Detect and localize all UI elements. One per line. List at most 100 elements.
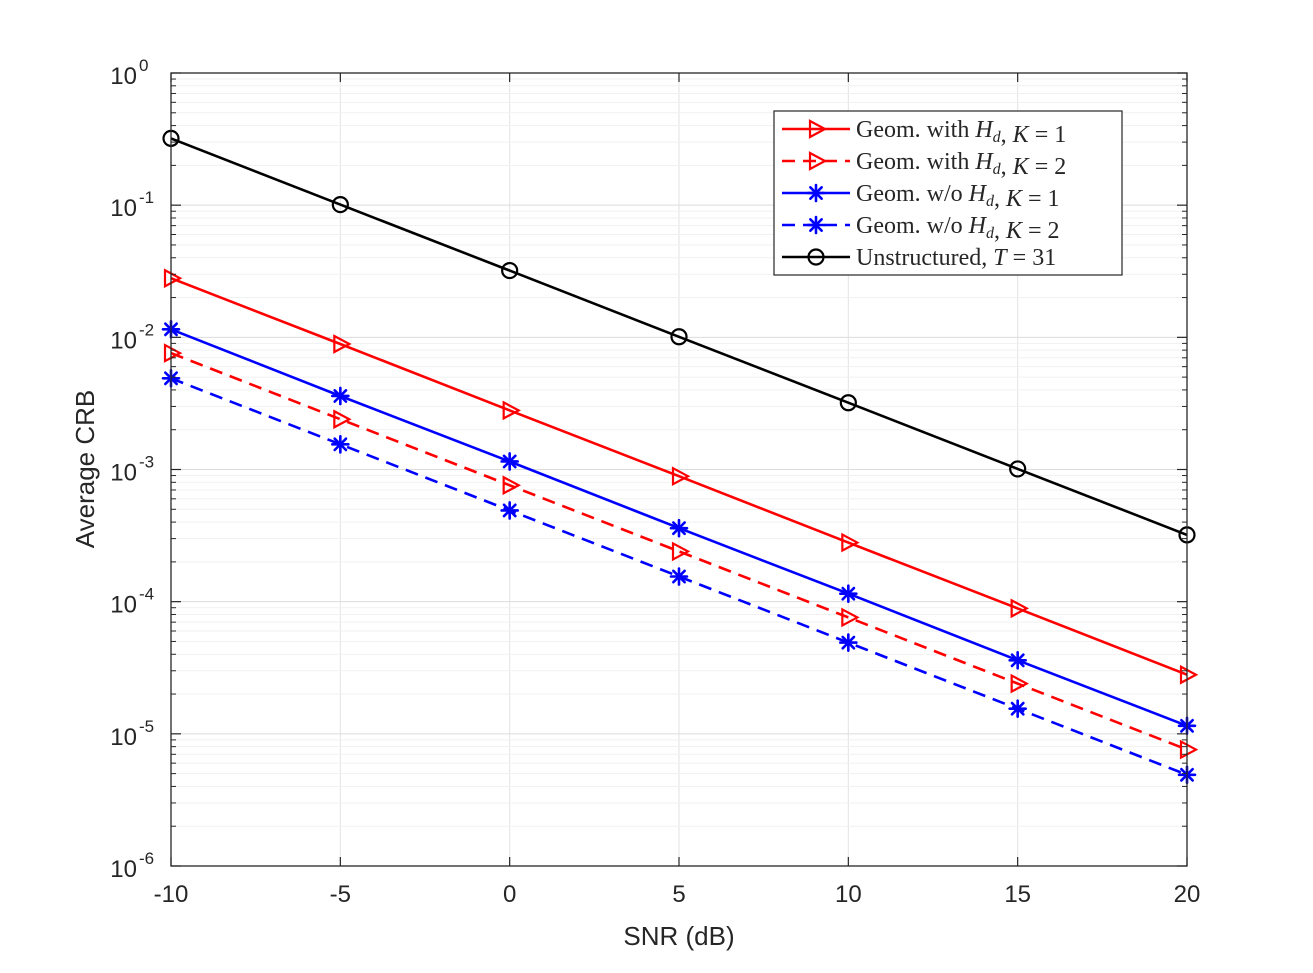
- series-4-point: [669, 567, 689, 586]
- y-axis-label: Average CRB: [70, 390, 100, 549]
- legend-item-5: Unstructured, T = 31: [782, 245, 1056, 271]
- series-1-line: [170, 276, 1188, 676]
- series-2-point: [333, 409, 352, 430]
- y-tick-label-exponent: -1: [139, 188, 154, 207]
- legend-label-separator: ,: [1001, 154, 1013, 180]
- legend-label-variable: K: [1012, 122, 1031, 148]
- y-tick-label: 10 -2: [110, 320, 154, 354]
- series-1-point: [1010, 598, 1030, 619]
- legend-item-3: Geom. w/o Hd, K = 1: [782, 181, 1060, 212]
- y-tick-label: 10 0: [110, 56, 148, 90]
- x-tick-label: 15: [1004, 881, 1031, 908]
- legend-label-variable: H: [968, 181, 988, 207]
- series-4: [161, 368, 1197, 785]
- series-4-point: [500, 501, 519, 520]
- x-tick-label: 0: [503, 881, 516, 908]
- series-3-point: [500, 452, 519, 471]
- data-series: [161, 129, 1199, 785]
- series-2-point: [1010, 673, 1030, 694]
- series-5-point: [331, 195, 349, 214]
- series-2-point: [502, 475, 522, 496]
- series-2-point: [1179, 739, 1199, 760]
- legend-label-variable: T: [993, 245, 1008, 271]
- series-4-point: [1008, 699, 1027, 718]
- y-tick-label-exponent: 0: [139, 56, 148, 75]
- y-tick-label-exponent: -3: [139, 453, 154, 472]
- legend-swatch-marker: [808, 119, 828, 139]
- legend-label-variable: K: [1012, 154, 1031, 180]
- legend-label-text: Geom. with: [856, 149, 975, 175]
- legend-label-value: = 1: [1029, 122, 1067, 148]
- legend-label: Geom. with Hd, K = 2: [856, 149, 1066, 180]
- series-5-line: [170, 137, 1188, 537]
- series-2: [163, 343, 1199, 760]
- series-1: [163, 268, 1199, 685]
- series-5-point: [670, 328, 688, 346]
- legend-label-value: = 2: [1029, 154, 1067, 180]
- series-4-point: [839, 633, 858, 652]
- legend-swatch-marker: [808, 151, 828, 171]
- x-tick-label: -10: [154, 881, 189, 908]
- legend-label: Geom. with Hd, K = 1: [856, 117, 1066, 148]
- series-4-point: [331, 435, 350, 454]
- y-tick-label-exponent: -2: [139, 320, 154, 339]
- y-tick-label: 10 -6: [110, 849, 154, 883]
- legend-label-text: Unstructured,: [856, 245, 993, 271]
- legend-label-separator: ,: [994, 218, 1006, 244]
- y-tick-label: 10 -1: [110, 188, 154, 222]
- y-tick-label: 10 -5: [110, 717, 154, 751]
- legend-label-variable: H: [974, 149, 994, 175]
- legend-label-value: = 2: [1022, 218, 1060, 244]
- y-tick-label-base: 10: [110, 592, 137, 619]
- legend-swatch-marker: [806, 215, 826, 235]
- y-tick-label: 10 -4: [110, 585, 154, 619]
- legend-swatch-marker: [806, 183, 826, 203]
- series-1-point: [671, 466, 691, 487]
- series-5-point: [501, 261, 519, 280]
- legend-label: Geom. w/o Hd, K = 1: [856, 181, 1060, 212]
- legend-label-subscript: d: [993, 161, 1002, 178]
- y-tick-label-base: 10: [110, 327, 137, 354]
- x-tick-label: 10: [835, 881, 862, 908]
- series-2-point: [671, 541, 691, 562]
- series-1-point: [841, 532, 860, 553]
- y-tick-label-base: 10: [110, 856, 137, 883]
- series-5-point: [839, 394, 857, 412]
- series-5-point: [1009, 460, 1027, 478]
- series-1-point: [333, 334, 352, 354]
- legend-label-subscript: d: [993, 129, 1002, 146]
- legend-label-text: Geom. with: [856, 117, 975, 143]
- legend-label-variable: K: [1005, 186, 1024, 212]
- series-2-point: [163, 343, 183, 363]
- y-tick-label-base: 10: [110, 195, 137, 222]
- legend-label-separator: ,: [1001, 122, 1013, 148]
- series-3-point: [331, 386, 350, 406]
- x-axis-label: SNR (dB): [623, 921, 734, 951]
- legend-swatch-marker: [807, 248, 825, 266]
- series-3-point: [669, 518, 689, 538]
- legend-label-variable: K: [1005, 218, 1024, 244]
- y-tick-label-exponent: -6: [139, 849, 154, 868]
- x-tick-label: -5: [330, 881, 351, 908]
- series-2-line: [170, 351, 1188, 751]
- legend-item-1: Geom. with Hd, K = 1: [782, 117, 1066, 148]
- legend-label-text: Geom. w/o: [856, 181, 969, 207]
- series-2-point: [841, 607, 860, 628]
- x-tick-label: 5: [672, 881, 685, 908]
- y-tick-label-base: 10: [110, 724, 137, 751]
- series-3-point: [839, 584, 858, 603]
- series-1-point: [1179, 664, 1199, 685]
- legend-label-value: = 31: [1007, 245, 1057, 271]
- legend-label-separator: ,: [994, 186, 1006, 212]
- legend-item-2: Geom. with Hd, K = 2: [782, 149, 1066, 180]
- legend-label-value: = 1: [1022, 186, 1060, 212]
- legend-label-variable: H: [968, 213, 988, 239]
- y-tick-label-exponent: -5: [139, 717, 154, 736]
- legend-label: Geom. w/o Hd, K = 2: [856, 213, 1060, 244]
- y-tick-label: 10 -3: [110, 453, 154, 487]
- legend-label: Unstructured, T = 31: [856, 245, 1056, 271]
